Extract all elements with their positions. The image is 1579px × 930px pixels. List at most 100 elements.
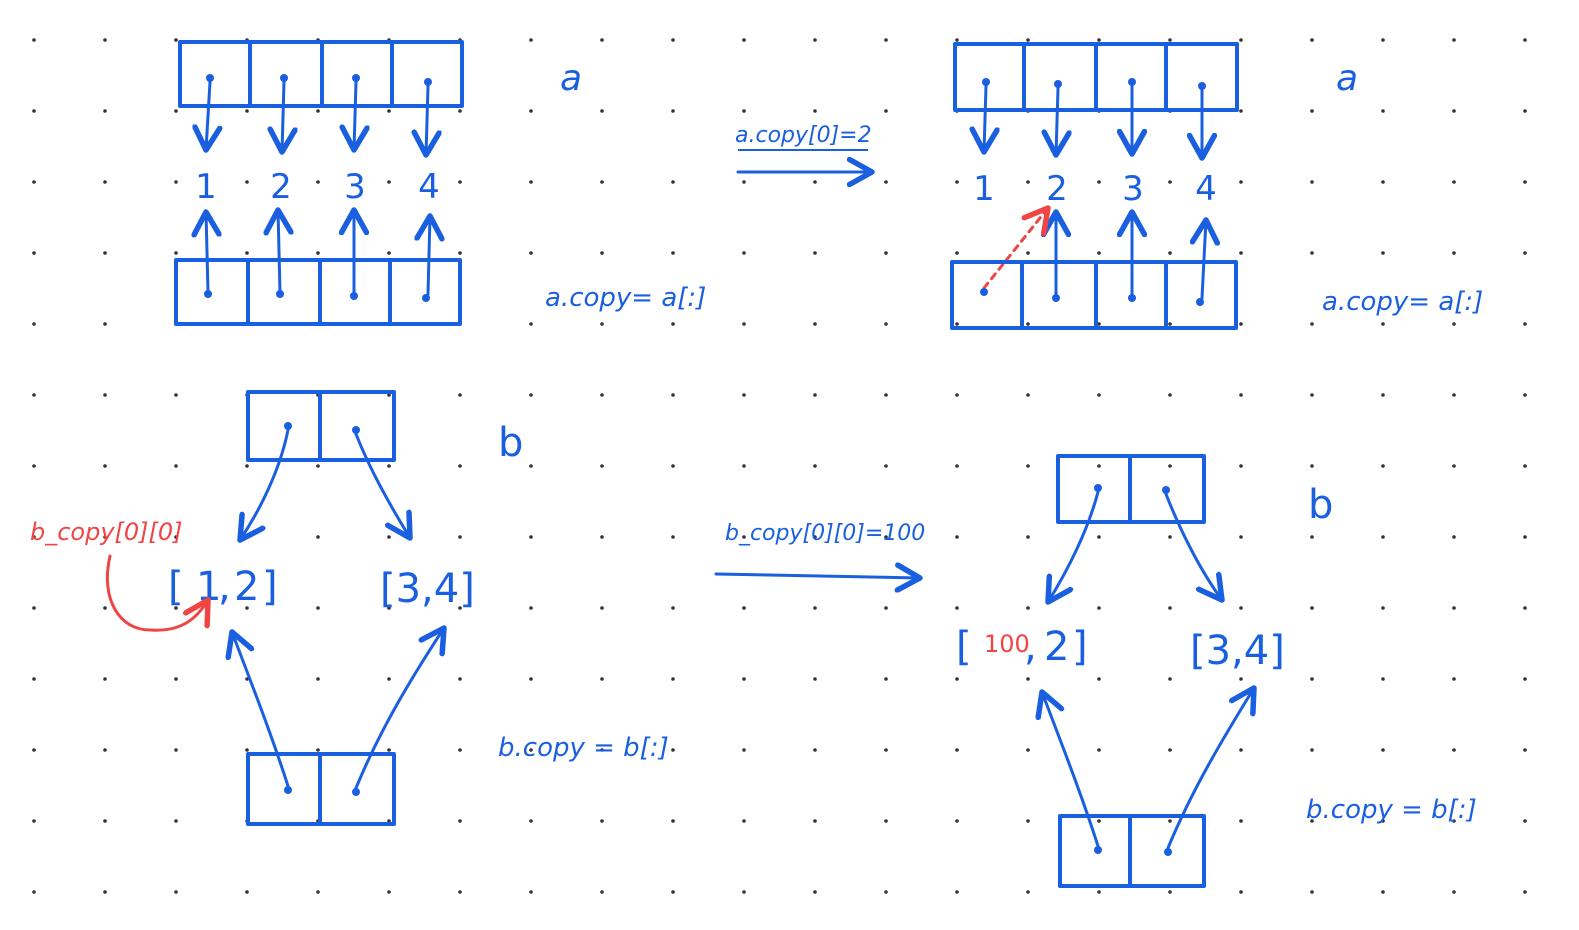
- grid-dot: [1381, 748, 1385, 752]
- grid-dot: [1381, 677, 1385, 681]
- grid-dot: [742, 322, 746, 326]
- grid-dot: [1310, 180, 1314, 184]
- grid-dot: [245, 606, 249, 610]
- value-1: 1: [195, 167, 217, 207]
- grid-dot: [1239, 393, 1243, 397]
- grid-dot: [1523, 606, 1527, 610]
- grid-dot: [387, 180, 391, 184]
- grid-dot: [174, 677, 178, 681]
- label-a-copy-after: a.copy= a[:]: [1322, 287, 1483, 317]
- grid-dot: [529, 180, 533, 184]
- grid-dot: [387, 606, 391, 610]
- grid-dot: [742, 180, 746, 184]
- grid-dot: [1239, 535, 1243, 539]
- grid-dot: [955, 322, 959, 326]
- grid-dot: [32, 38, 36, 42]
- grid-dot: [813, 819, 817, 823]
- grid-dot: [1097, 606, 1101, 610]
- grid-dot: [1523, 748, 1527, 752]
- grid-dot: [742, 606, 746, 610]
- array-b-copy-box: [246, 752, 396, 826]
- grid-dot: [813, 251, 817, 255]
- array-a-copy-arrows-after: [1056, 212, 1206, 300]
- grid-dot: [316, 606, 320, 610]
- grid-dot: [884, 819, 888, 823]
- grid-dot: [1026, 890, 1030, 894]
- grid-dot: [529, 464, 533, 468]
- grid-dot: [955, 890, 959, 894]
- panel-a-before: 1 2 3 4 a a.copy= a[:]: [174, 40, 706, 326]
- value-4: 4: [418, 167, 440, 207]
- grid-dot: [387, 748, 391, 752]
- grid-dot: [529, 38, 533, 42]
- grid-dot: [458, 606, 462, 610]
- list-left-close: ]: [262, 564, 278, 610]
- inner-list-left: [ 1 , 2 ]: [168, 564, 278, 610]
- grid-dot: [32, 322, 36, 326]
- grid-dot: [458, 535, 462, 539]
- grid-dot: [1523, 890, 1527, 894]
- grid-dot: [529, 393, 533, 397]
- grid-dot: [1026, 819, 1030, 823]
- grid-dot: [32, 606, 36, 610]
- grid-dot: [600, 322, 604, 326]
- grid-dot: [103, 322, 107, 326]
- grid-dot: [316, 748, 320, 752]
- grid-dot: [1026, 748, 1030, 752]
- grid-dot: [813, 890, 817, 894]
- grid-dot: [458, 109, 462, 113]
- grid-dot: [1381, 606, 1385, 610]
- grid-dot: [103, 109, 107, 113]
- list-right: [3,4]: [380, 566, 475, 612]
- grid-dot: [245, 890, 249, 894]
- element-values: 1 2 3 4: [195, 167, 440, 207]
- array-a-box-after: [953, 42, 1239, 112]
- grid-dot: [671, 748, 675, 752]
- grid-dot: [1523, 464, 1527, 468]
- label-b-copy-after: b.copy = b[:]: [1306, 795, 1477, 825]
- grid-dot: [103, 393, 107, 397]
- list-left-second: 2: [234, 564, 259, 610]
- grid-dot: [600, 677, 604, 681]
- grid-dot: [1168, 464, 1172, 468]
- grid-dot: [1523, 38, 1527, 42]
- grid-dot: [600, 109, 604, 113]
- grid-dot: [1168, 748, 1172, 752]
- grid-dot: [103, 535, 107, 539]
- grid-dot: [671, 890, 675, 894]
- grid-dot: [458, 677, 462, 681]
- grid-dot: [1523, 180, 1527, 184]
- grid-dot: [32, 180, 36, 184]
- grid-dot: [600, 393, 604, 397]
- grid-dot: [32, 109, 36, 113]
- grid-dot: [245, 180, 249, 184]
- grid-dot: [1452, 38, 1456, 42]
- grid-dot: [1026, 606, 1030, 610]
- grid-dot: [742, 748, 746, 752]
- grid-dot: [387, 109, 391, 113]
- grid-dot: [1026, 180, 1030, 184]
- grid-dot: [387, 819, 391, 823]
- grid-dot: [103, 748, 107, 752]
- grid-dot: [955, 38, 959, 42]
- grid-dot: [884, 251, 888, 255]
- grid-dot: [1452, 109, 1456, 113]
- grid-dot: [671, 38, 675, 42]
- grid-dot: [316, 109, 320, 113]
- grid-dot: [884, 393, 888, 397]
- grid-dot: [1381, 464, 1385, 468]
- list-left-second-after: 2: [1044, 624, 1069, 670]
- grid-dot: [671, 606, 675, 610]
- grid-dot: [1310, 251, 1314, 255]
- grid-dot: [884, 606, 888, 610]
- grid-dot: [529, 677, 533, 681]
- grid-dot: [600, 890, 604, 894]
- grid-dot: [742, 890, 746, 894]
- grid-dot: [600, 38, 604, 42]
- grid-dot: [1452, 322, 1456, 326]
- grid-dot: [671, 535, 675, 539]
- grid-dot: [529, 606, 533, 610]
- grid-dot: [316, 890, 320, 894]
- grid-dot: [1310, 748, 1314, 752]
- grid-dot: [103, 464, 107, 468]
